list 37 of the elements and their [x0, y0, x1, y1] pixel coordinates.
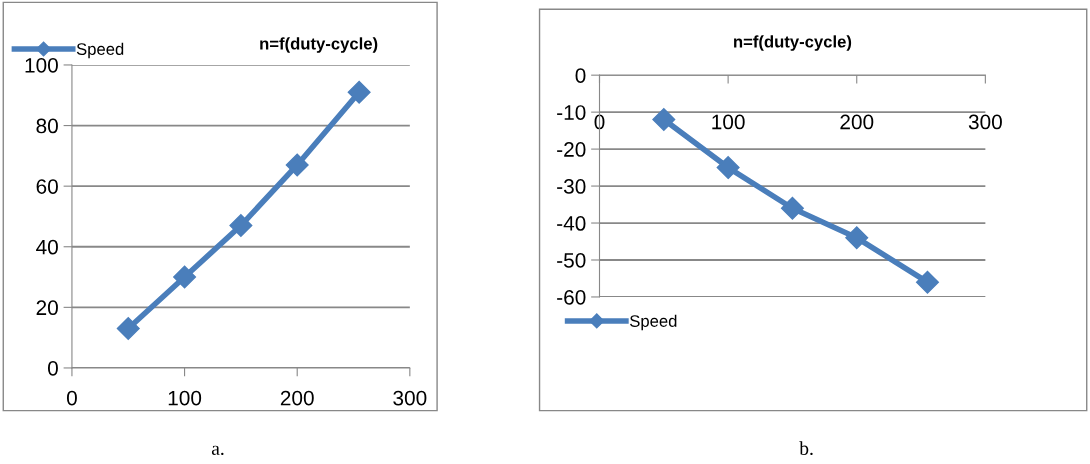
y-tick-label: -30	[557, 179, 586, 194]
x-tick-label: 100	[168, 390, 202, 406]
point	[173, 265, 197, 289]
x-tick-label: 200	[840, 114, 874, 130]
point	[285, 153, 309, 177]
legend-label: Speed	[76, 42, 124, 59]
point	[845, 226, 869, 250]
x-tick-label: 100	[712, 114, 745, 130]
text: b.	[799, 441, 813, 456]
y-tick-label: 0	[47, 360, 58, 376]
x-tick-label: 0	[66, 390, 77, 406]
y-tick-label: 80	[36, 118, 58, 134]
point	[780, 196, 804, 220]
x-tick-label: 200	[280, 390, 314, 406]
text: a.	[211, 445, 224, 456]
y-tick-label: -40	[557, 216, 586, 231]
y-tick-label: 100	[25, 57, 58, 73]
y-tick-label: -60	[557, 289, 586, 305]
chart-title: n=f(duty-cycle)	[260, 37, 378, 53]
y-tick-label: -10	[557, 105, 586, 120]
point	[347, 80, 371, 104]
y-tick-label: 60	[36, 179, 58, 194]
y-tick-label: 40	[36, 239, 58, 255]
point	[652, 108, 676, 132]
point	[915, 270, 939, 294]
legend-label: Speed	[630, 314, 677, 331]
x-tick-label: 300	[968, 114, 1002, 130]
y-tick-label: -50	[557, 253, 586, 268]
point	[116, 317, 140, 341]
x-tick-label: 300	[393, 390, 427, 406]
chart-title: n=f(duty-cycle)	[734, 35, 852, 51]
y-tick-label: 0	[575, 68, 586, 83]
x-tick-label: 0	[594, 114, 605, 130]
y-tick-label: -20	[557, 142, 586, 157]
point	[716, 156, 740, 180]
y-tick-label: 20	[36, 300, 58, 316]
point	[229, 214, 253, 238]
